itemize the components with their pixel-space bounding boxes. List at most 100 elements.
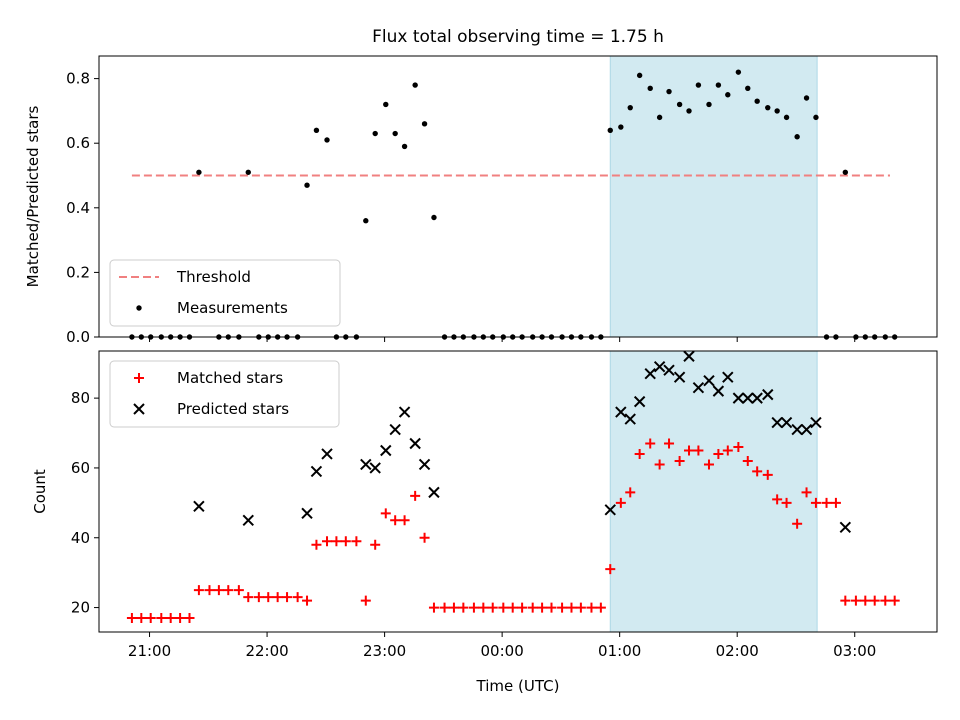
matched-point [762,469,773,480]
y-tick-label: 0.4 [66,199,90,217]
predicted-point [751,392,763,404]
predicted-point [722,371,734,383]
measurement-point [618,124,624,130]
predicted-point [242,514,254,527]
x-tick-label: 01:00 [598,642,641,660]
observing-window [609,55,818,338]
matched-point [126,613,137,624]
measurement-point [803,95,810,101]
measurement-point [431,214,437,221]
measurement-point [392,130,398,137]
y-axis-label: Matched/Predicted stars [24,106,42,288]
chart-title: Flux total observing time = 1.75 h [372,27,664,47]
matched-point [840,595,851,606]
panel-counts: 20 40 60 80 Count 21:00 22:00 23:00 00:00 01:00 02… [31,350,938,660]
matched-point [292,592,303,603]
matched-point [703,459,714,470]
matched-point [184,613,195,624]
measurement-point [783,114,790,121]
matched-point [605,564,616,575]
series-predicted-stars [193,350,852,533]
matched-point [693,445,704,456]
x-tick-label: 22:00 [245,642,288,660]
legend-matched-swatch [134,373,144,383]
y-tick-label: 0.2 [66,263,90,281]
predicted-point [742,392,754,404]
y-tick-label: 80 [71,389,90,407]
measurement-point [686,108,692,114]
predicted-point [193,500,205,513]
measurement-point [666,88,672,95]
predicted-point [780,416,793,429]
matched-point [507,602,518,613]
measurement-point [372,130,378,137]
y-tick-label: 0.0 [66,328,90,346]
predicted-point [604,504,616,516]
predicted-point [398,406,411,418]
measurement-point [794,134,800,140]
measurement-point [813,114,819,121]
matched-point [322,536,333,547]
measurement-point [412,82,418,88]
measurement-point [735,69,742,75]
matched-point [331,536,342,547]
predicted-point [663,364,675,376]
legend-predicted-swatch [133,403,145,415]
measurement-point [706,101,712,108]
matched-point [478,602,489,613]
y-axis-label: Count [31,469,49,514]
predicted-point [653,361,666,373]
legend-measurement-swatch [136,305,142,311]
matched-point [223,585,234,596]
matched-point [742,455,753,466]
measurement-point [715,82,722,88]
legend-label: Measurements [177,299,288,317]
matched-point [546,602,557,613]
predicted-point [712,385,725,397]
matched-point [487,602,498,613]
matched-point [468,602,479,613]
matched-point [458,602,469,613]
predicted-point [839,521,852,533]
x-tick-label: 02:00 [716,642,759,660]
measurement-point [627,104,633,111]
matched-point [615,497,626,508]
measurement-point [383,101,389,108]
measurement-point [304,182,310,188]
predicted-point [360,458,372,471]
matched-point [772,494,783,505]
predicted-point [644,367,656,380]
measurement-point [363,218,369,224]
legend-box [109,259,341,327]
y-tick-label: 0.8 [66,70,90,88]
predicted-point [409,437,421,450]
series-matched-stars [126,438,900,624]
matched-point [311,539,322,550]
measurement-point [695,82,702,88]
predicted-point [389,423,401,436]
predicted-point [624,413,636,425]
legend: Matched stars Predicted stars [109,360,340,428]
matched-point [801,487,812,498]
predicted-point [428,486,440,499]
matched-point [566,602,577,613]
plot-frame [98,350,938,633]
matched-point [272,592,283,603]
matched-point [713,448,724,459]
predicted-point [800,423,813,436]
measurement-point [607,127,613,133]
matched-point [380,508,391,519]
legend-label: Predicted stars [177,400,289,418]
plot-frame [98,55,938,338]
predicted-point [301,507,313,520]
matched-point [810,497,821,508]
measurement-point [725,92,731,98]
matched-point [370,539,381,550]
matched-point [263,592,274,603]
legend-label: Threshold [176,268,251,286]
matched-point [517,602,528,613]
predicted-point [673,371,686,383]
measurement-point [842,169,849,175]
matched-point [156,613,167,624]
